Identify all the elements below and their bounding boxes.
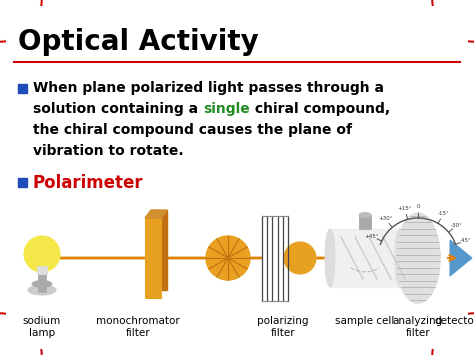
Text: chiral compound,: chiral compound, xyxy=(250,102,390,116)
Text: Optical Activity: Optical Activity xyxy=(18,28,259,56)
Bar xyxy=(262,215,288,300)
Text: polarizing
filter: polarizing filter xyxy=(257,316,309,338)
Bar xyxy=(18,178,27,187)
Circle shape xyxy=(0,317,38,355)
Bar xyxy=(37,266,47,274)
Text: -30°: -30° xyxy=(451,223,463,228)
Text: -15°: -15° xyxy=(438,211,449,216)
Text: 0: 0 xyxy=(416,204,420,209)
Polygon shape xyxy=(145,210,167,218)
Ellipse shape xyxy=(325,229,335,287)
Text: +30°: +30° xyxy=(378,217,392,222)
FancyBboxPatch shape xyxy=(6,6,468,349)
Circle shape xyxy=(436,0,474,38)
Circle shape xyxy=(206,236,250,280)
Circle shape xyxy=(432,313,474,355)
Bar xyxy=(38,270,46,292)
Text: solution containing a: solution containing a xyxy=(33,102,203,116)
Text: vibration to rotate.: vibration to rotate. xyxy=(33,144,183,158)
Circle shape xyxy=(0,0,40,40)
Ellipse shape xyxy=(32,280,52,288)
Polygon shape xyxy=(145,218,161,298)
Text: single: single xyxy=(203,102,250,116)
Circle shape xyxy=(434,315,474,355)
Circle shape xyxy=(0,315,40,355)
Bar xyxy=(330,229,400,287)
Text: monochromator
filter: monochromator filter xyxy=(96,316,180,338)
Bar xyxy=(359,215,371,229)
Ellipse shape xyxy=(28,285,56,295)
Text: detector: detector xyxy=(434,316,474,326)
Bar xyxy=(18,83,27,93)
Ellipse shape xyxy=(395,229,405,287)
Polygon shape xyxy=(151,210,167,290)
Text: When plane polarized light passes through a: When plane polarized light passes throug… xyxy=(33,81,384,95)
Text: +15°: +15° xyxy=(398,206,412,211)
Circle shape xyxy=(0,0,42,42)
FancyBboxPatch shape xyxy=(8,8,466,347)
Text: the chiral compound causes the plane of: the chiral compound causes the plane of xyxy=(33,123,352,137)
Circle shape xyxy=(284,242,316,274)
Polygon shape xyxy=(450,240,472,276)
Circle shape xyxy=(0,313,42,355)
Text: analyzing
filter: analyzing filter xyxy=(393,316,443,338)
Ellipse shape xyxy=(396,213,440,303)
Text: Polarimeter: Polarimeter xyxy=(33,174,144,191)
Text: sample cell: sample cell xyxy=(335,316,395,326)
Circle shape xyxy=(434,0,474,40)
Circle shape xyxy=(436,317,474,355)
Circle shape xyxy=(0,0,38,38)
Ellipse shape xyxy=(359,213,371,218)
Circle shape xyxy=(432,0,474,42)
Circle shape xyxy=(24,236,60,272)
Text: sodium
lamp: sodium lamp xyxy=(23,316,61,338)
Text: +45°: +45° xyxy=(365,234,379,239)
Text: -45°: -45° xyxy=(460,238,472,243)
